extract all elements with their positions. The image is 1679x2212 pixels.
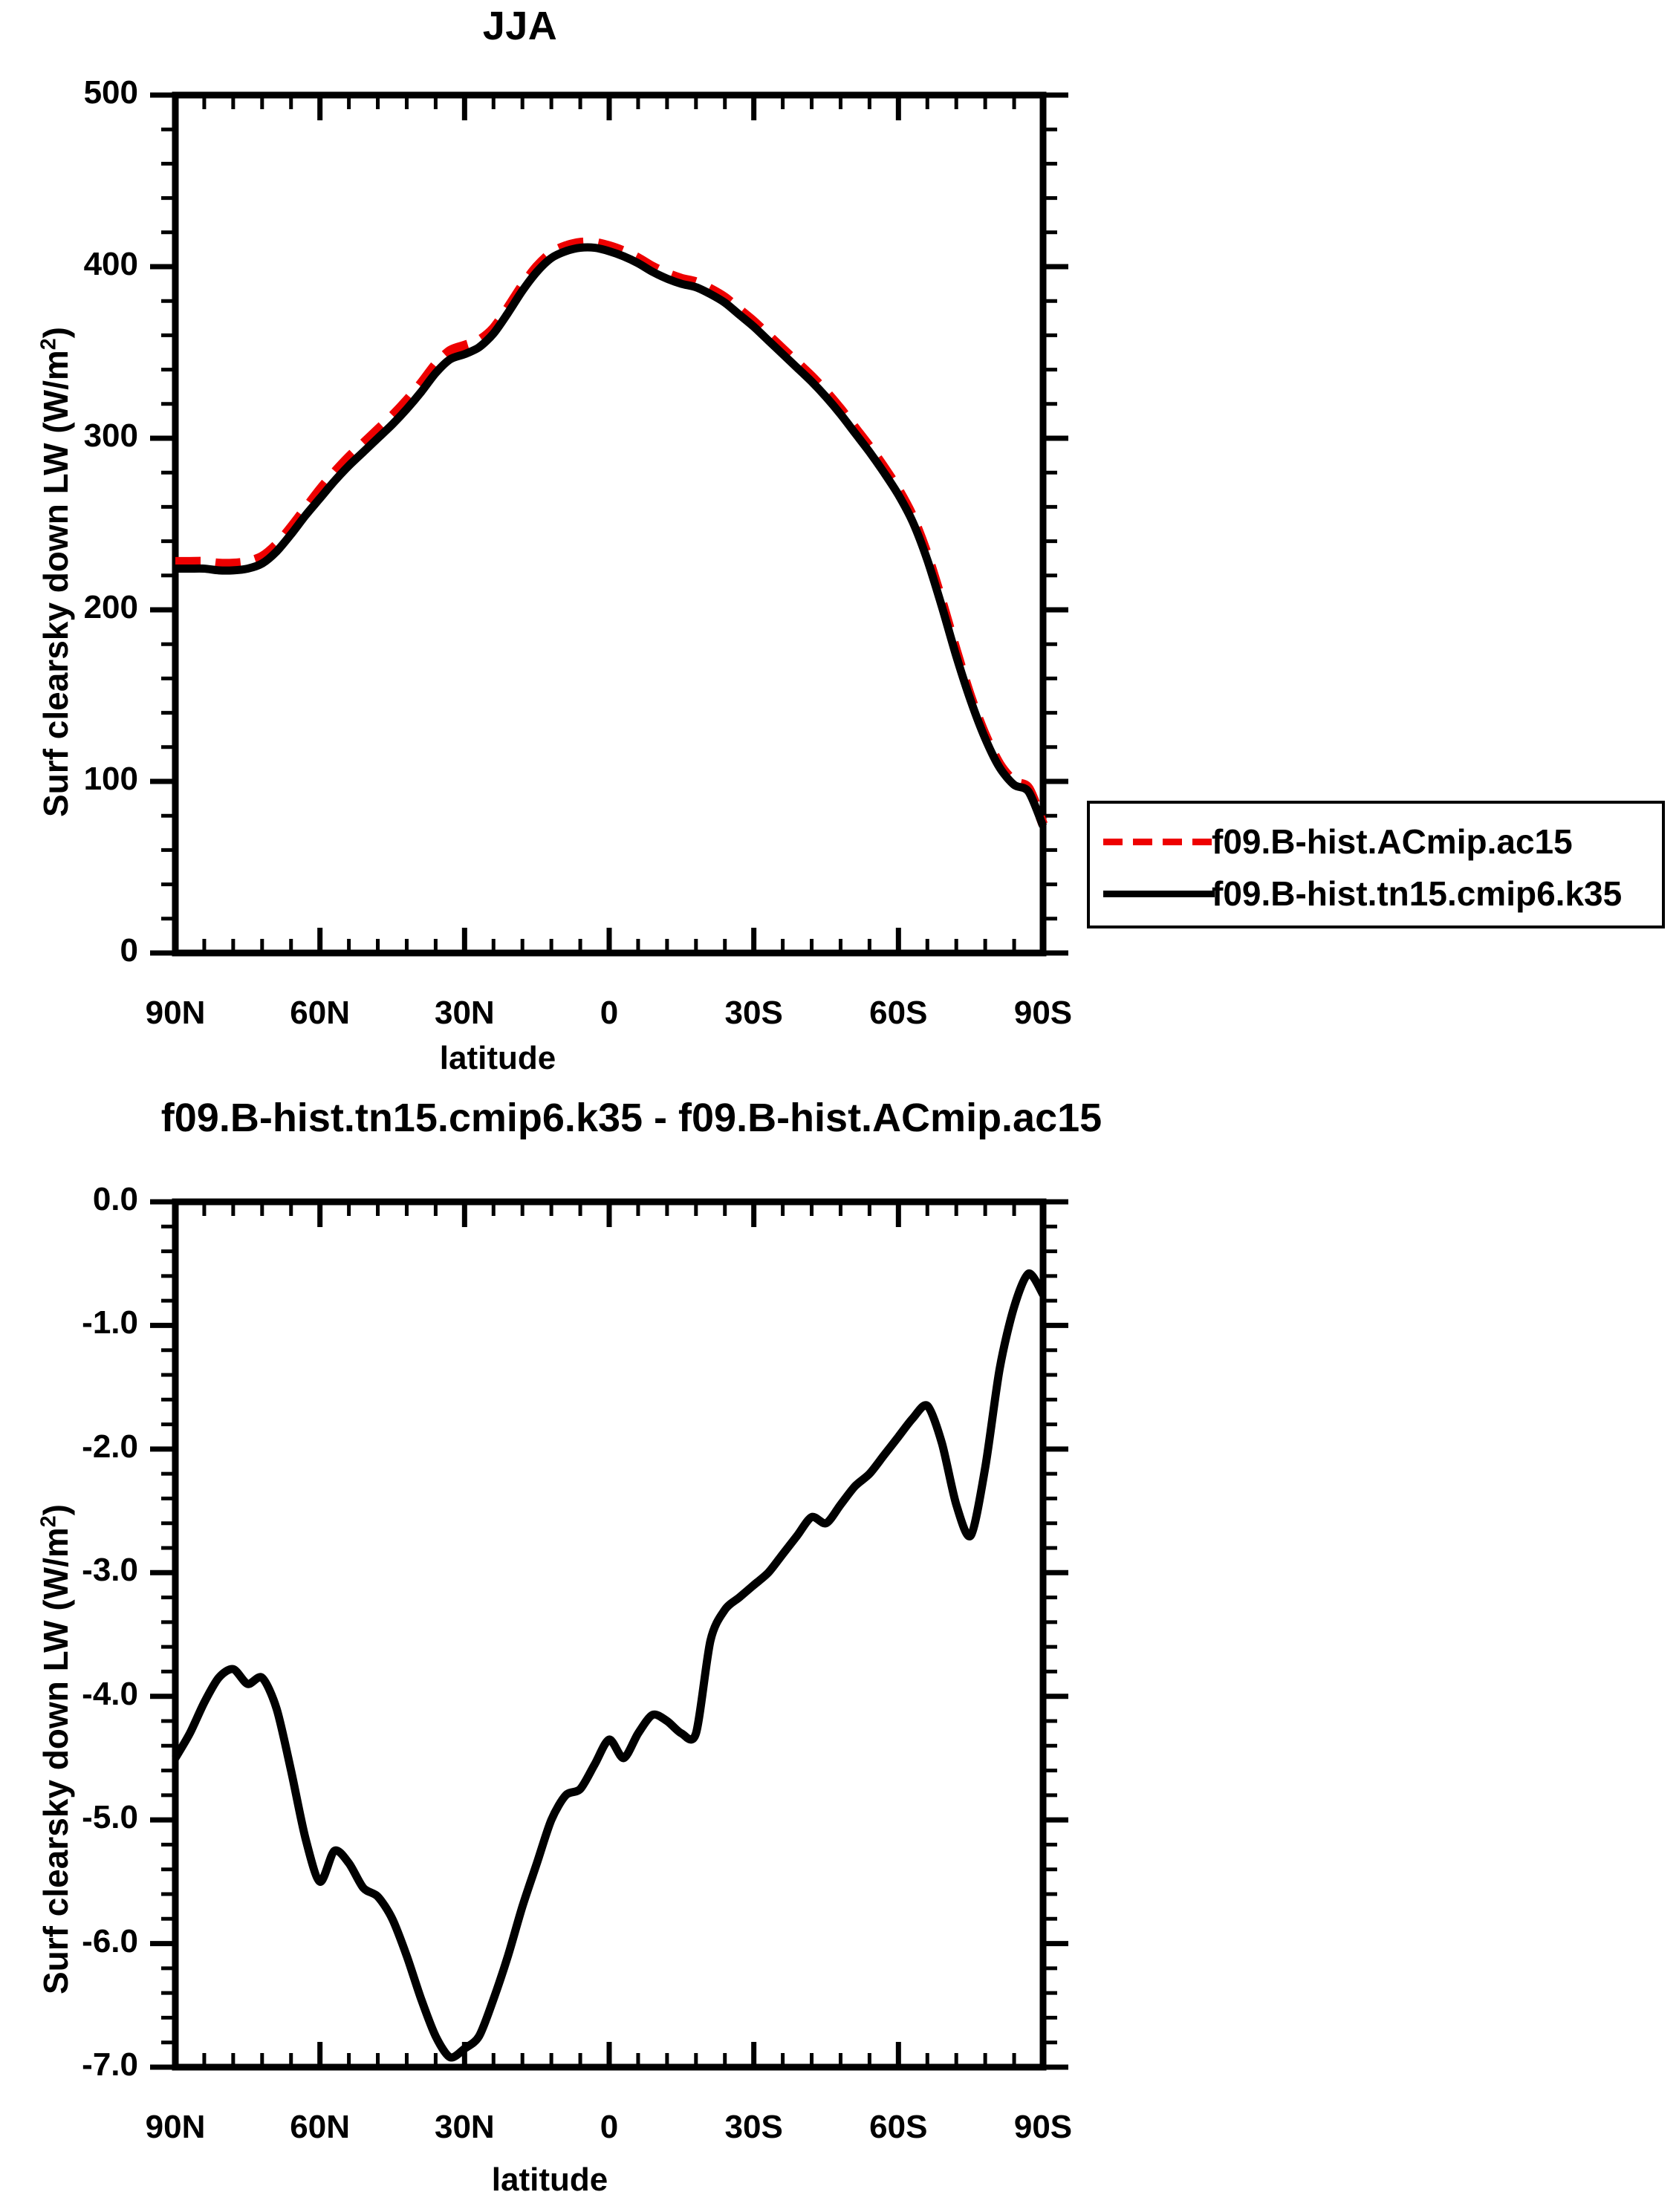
x-tick-label: 90N — [145, 2109, 206, 2145]
y-tick-label: -5.0 — [82, 1799, 138, 1836]
x-tick-label: 60N — [290, 2109, 351, 2145]
y-tick-label: 500 — [83, 74, 138, 111]
x-tick-label: 0 — [600, 995, 619, 1031]
bottom-chart-panel: f09.B-hist.tn15.cmip6.k35 - f09.B-hist.A… — [0, 1092, 1679, 2212]
top-chart-panel: JJA Surf clearsky down LW (W/m2) latitud… — [0, 0, 1679, 1092]
x-tick-label: 60S — [869, 2109, 928, 2145]
x-tick-label: 0 — [600, 2109, 619, 2145]
y-tick-label: 0 — [120, 932, 138, 969]
legend-line-dashed-red-icon — [1103, 830, 1215, 853]
bottom-chart-title: f09.B-hist.tn15.cmip6.k35 - f09.B-hist.A… — [160, 1096, 1102, 1140]
top-axis-ticks — [150, 92, 1068, 956]
x-tick-label: 90S — [1013, 995, 1073, 1031]
series-line-0 — [172, 1269, 1047, 2062]
bottom-chart-plot — [150, 1198, 1068, 2071]
top-chart-plot — [150, 91, 1068, 957]
chart-legend: f09.B-hist.ACmip.ac15 f09.B-hist.tn15.cm… — [1087, 801, 1665, 928]
x-tick-label: 30N — [434, 2109, 495, 2145]
x-tick-label: 60S — [869, 995, 928, 1031]
bottom-axis-ticks — [150, 1199, 1068, 2070]
y-tick-label: -2.0 — [82, 1428, 138, 1465]
y-tick-label: -4.0 — [82, 1675, 138, 1712]
y-tick-label: -3.0 — [82, 1552, 138, 1589]
series-line-1 — [175, 243, 1048, 828]
legend-label-cmip6: f09.B-hist.tn15.cmip6.k35 — [1212, 874, 1623, 913]
legend-label-acmip: f09.B-hist.ACmip.ac15 — [1212, 822, 1573, 861]
bottom-data-series — [172, 1269, 1047, 2062]
x-tick-label: 30S — [724, 995, 783, 1031]
x-tick-label: 30S — [724, 2109, 783, 2145]
legend-line-solid-black-icon — [1103, 882, 1215, 905]
y-tick-label: 100 — [83, 761, 138, 797]
x-tick-label: 60N — [290, 995, 351, 1031]
y-tick-label: 300 — [83, 417, 138, 454]
y-tick-label: -7.0 — [82, 2046, 138, 2083]
bottom-plot-frame — [172, 1198, 1047, 2071]
x-tick-label: 90N — [145, 995, 206, 1031]
x-tick-label: 90S — [1013, 2109, 1073, 2145]
top-chart-x-axis-label: latitude — [439, 1040, 556, 1076]
x-tick-label: 30N — [434, 995, 495, 1031]
series-line-0 — [175, 237, 1048, 827]
y-tick-label: 400 — [83, 246, 138, 282]
legend-entry-acmip: f09.B-hist.ACmip.ac15 — [1090, 814, 1662, 869]
top-chart-title: JJA — [482, 4, 558, 48]
legend-entry-cmip6: f09.B-hist.tn15.cmip6.k35 — [1090, 866, 1662, 921]
top-data-series — [175, 237, 1048, 828]
bottom-chart-x-axis-label: latitude — [491, 2161, 608, 2198]
y-tick-label: 200 — [83, 589, 138, 625]
y-tick-label: 0.0 — [92, 1181, 138, 1217]
y-tick-label: -6.0 — [82, 1922, 138, 1959]
y-tick-label: -1.0 — [82, 1304, 138, 1341]
